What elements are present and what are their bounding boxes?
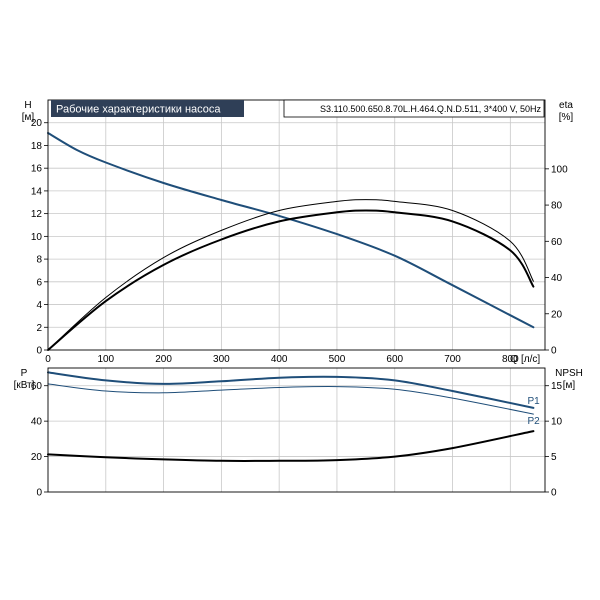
left-tick-label: 0 — [36, 346, 42, 357]
right-tick-label: 5 — [551, 452, 557, 463]
series-label-p2: P2 — [527, 416, 540, 427]
model-label-box — [283, 99, 545, 118]
model-label: S3.110.500.650.8.70L.H.464.Q.N.D.511, 3*… — [320, 104, 541, 114]
x-tick-labels: 0 100 200 300 400 500 600 700 800 — [45, 354, 519, 365]
left-tick-label: 6 — [36, 277, 42, 288]
right-tick-label: 80 — [551, 201, 563, 212]
head-curve-0 — [47, 132, 535, 329]
right-tick-label: 20 — [551, 309, 563, 320]
npsh-axis-unit: [м] — [563, 380, 576, 391]
x-tick-label: 500 — [329, 354, 346, 365]
x-tick-label: 100 — [97, 354, 114, 365]
left-tick-label: 4 — [36, 300, 42, 311]
left-tick-label: 2 — [36, 323, 42, 334]
right-axis-unit: [%] — [559, 112, 574, 123]
right-axis-label: eta — [559, 100, 573, 111]
bottom-plot-frame — [47, 367, 546, 493]
bottom-right-tick-labels: 0 5 10 15 — [545, 381, 563, 499]
bottom-series-labels: P1 P2 — [527, 396, 540, 427]
bottom-left-tick-labels: 0 20 40 60 — [31, 381, 48, 499]
top-series-group — [47, 132, 535, 351]
chart-title: Рабочие характеристики насоса — [56, 104, 221, 116]
right-tick-label: 100 — [551, 164, 568, 175]
left-tick-label: 60 — [31, 381, 43, 392]
right-tick-label: 15 — [551, 381, 563, 392]
bottom-grid — [48, 368, 545, 492]
left-tick-label: 10 — [31, 232, 43, 243]
npsh-curve-2 — [47, 430, 535, 462]
power-axis-label: P — [21, 368, 28, 379]
x-tick-label: 300 — [213, 354, 230, 365]
top-grid — [48, 100, 545, 350]
right-tick-label: 0 — [551, 346, 557, 357]
x-tick-label: 800 — [502, 354, 519, 365]
x-axis-unit: [л/с] — [521, 354, 540, 365]
head-efficiency-plot: Рабочие характеристики насоса S3.110.500… — [22, 99, 574, 365]
left-tick-label: 18 — [31, 141, 43, 152]
title-box — [51, 100, 244, 117]
efficiency-curve-1 — [47, 209, 535, 351]
right-tick-label: 40 — [551, 273, 563, 284]
npsh-axis-label: NPSH — [555, 368, 583, 379]
p2-curve-1 — [47, 383, 534, 415]
top-left-tick-labels: 0 2 4 6 8 10 12 14 16 18 20 — [31, 118, 48, 357]
left-axis-label: H — [24, 100, 31, 111]
right-tick-label: 10 — [551, 417, 563, 428]
x-tick-label: 0 — [45, 354, 51, 365]
series-label-p1: P1 — [527, 396, 540, 407]
x-tick-label: 200 — [155, 354, 172, 365]
left-axis-unit: [м] — [22, 112, 35, 123]
efficiency-curve-2 — [47, 199, 534, 351]
left-tick-label: 12 — [31, 209, 43, 220]
left-tick-label: 8 — [36, 255, 42, 266]
left-tick-label: 0 — [36, 488, 42, 499]
x-tick-label: 700 — [444, 354, 461, 365]
power-axis-unit: [кВт] — [14, 380, 35, 391]
left-tick-label: 20 — [31, 118, 43, 129]
p1-curve-0 — [47, 371, 535, 409]
x-axis-label: Q — [510, 354, 518, 365]
right-tick-label: 0 — [551, 488, 557, 499]
x-tick-label: 600 — [386, 354, 403, 365]
top-plot-frame — [47, 99, 546, 351]
right-tick-label: 60 — [551, 237, 563, 248]
left-tick-label: 20 — [31, 452, 43, 463]
left-tick-label: 14 — [31, 186, 43, 197]
left-tick-label: 40 — [31, 417, 43, 428]
left-tick-label: 16 — [31, 164, 43, 175]
bottom-series-group — [47, 371, 535, 462]
x-tick-label: 400 — [271, 354, 288, 365]
power-npsh-plot: P [кВт] NPSH [м] 0 20 40 60 0 5 10 15 P1 P2 — [14, 367, 583, 499]
top-right-tick-labels: 0 20 40 60 80 100 — [545, 164, 568, 357]
